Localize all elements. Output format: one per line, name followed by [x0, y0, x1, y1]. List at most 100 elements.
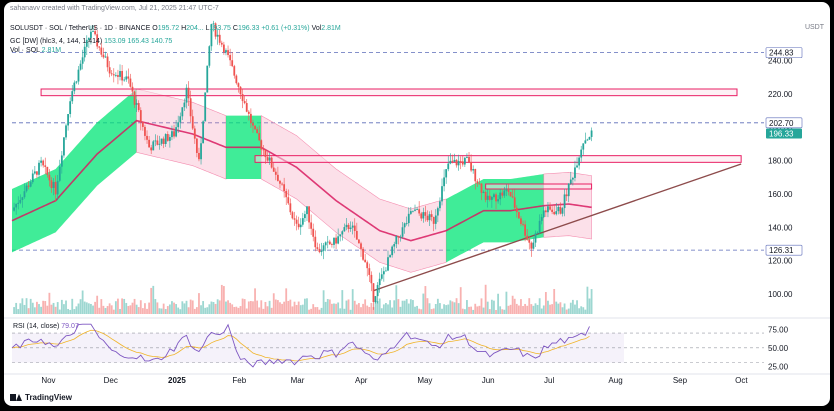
volume-bar: [144, 303, 146, 314]
time-axis-label: Nov: [41, 376, 55, 385]
volume-bar: [347, 299, 350, 314]
candle-body: [156, 140, 159, 145]
candle-body: [590, 130, 593, 137]
volume-bar: [104, 308, 107, 314]
candle-body: [264, 150, 267, 158]
candle-body: [98, 46, 101, 48]
candle-body: [235, 75, 238, 84]
volume-bar: [131, 302, 134, 314]
candle-body: [397, 236, 400, 238]
volume-bar: [94, 301, 96, 314]
candle-body: [214, 23, 217, 37]
candle-body: [463, 157, 466, 165]
candle-body: [96, 34, 99, 47]
band-bear-segment: [260, 115, 447, 273]
candle-body: [36, 171, 38, 175]
volume-bar: [235, 306, 238, 314]
volume-bar: [119, 308, 121, 314]
gc-label: GC [DW] (hlc3, 4, 144, 1.414): [10, 38, 103, 45]
candle-body: [424, 212, 427, 216]
volume-bar: [393, 300, 396, 314]
candle-body: [343, 227, 346, 232]
gc-legend-row[interactable]: GC [DW] (hlc3, 4, 144, 1.414) 153.09 165…: [10, 38, 172, 45]
volume-bar: [547, 300, 549, 314]
volume-bar: [544, 292, 547, 314]
candle-body: [324, 242, 327, 246]
candle-body: [60, 155, 63, 167]
candle-body: [304, 214, 306, 219]
volume-bar: [58, 309, 61, 314]
volume-bar: [200, 305, 202, 314]
volume-bar: [418, 308, 421, 314]
volume-bar: [281, 303, 283, 314]
volume-bar: [46, 305, 49, 314]
volume-bar: [112, 309, 115, 314]
candle-body: [447, 163, 450, 170]
volume-bar: [208, 304, 211, 314]
candle-body: [299, 224, 302, 228]
candle-body: [588, 136, 591, 140]
candle-body: [19, 199, 22, 203]
candle-body: [212, 23, 215, 25]
volume-bar: [75, 306, 78, 314]
candle-body: [108, 67, 111, 74]
volume-bar: [549, 304, 551, 314]
volume-bar: [401, 300, 404, 314]
volume-bar: [320, 307, 323, 314]
candle-body: [401, 227, 404, 237]
volume-bar: [449, 300, 452, 314]
ohlc-high-label: H: [181, 25, 187, 32]
candle-body: [420, 213, 423, 219]
candle-body: [281, 183, 283, 185]
volume-bar: [513, 298, 516, 314]
volume-bar: [484, 284, 487, 314]
volume-bar: [590, 289, 593, 314]
candle-body: [133, 91, 136, 105]
candle-body: [277, 174, 279, 181]
chart-window: 100.00120.00140.00160.00180.00200.00220.…: [4, 2, 830, 406]
volume-bar: [380, 308, 383, 314]
vol-legend-row[interactable]: Vol · SOL 2.81M: [10, 47, 61, 54]
volume-bar: [158, 308, 161, 314]
ohlc-low-label: L: [205, 25, 210, 32]
candle-body: [160, 138, 163, 144]
volume-bar: [362, 303, 364, 314]
candle-body: [451, 160, 454, 162]
volume-bar: [310, 308, 313, 314]
candle-body: [56, 180, 59, 195]
candle-body: [210, 24, 213, 47]
volume-bar: [233, 306, 236, 314]
candle-body: [175, 127, 178, 137]
candle-body: [121, 71, 123, 81]
volume-bar: [92, 305, 94, 314]
candle-body: [522, 223, 524, 225]
vol-value: 2.81M: [41, 47, 62, 54]
candle-body: [557, 206, 560, 212]
volume-bar: [247, 301, 250, 314]
symbol-legend-row[interactable]: SOLUSDT · SOL / TetherUS · 1D · BINANCE …: [10, 25, 341, 32]
candle-body: [287, 197, 290, 204]
candle-body: [135, 103, 138, 105]
gc-value-2: 165.43: [127, 38, 149, 45]
candle-body: [81, 57, 84, 64]
candle-body: [204, 92, 207, 122]
candle-body: [453, 159, 456, 162]
candle-body: [331, 244, 333, 246]
candle-body: [482, 191, 485, 193]
volume-bar: [249, 300, 252, 314]
rsi-legend-row[interactable]: RSI (14, close) 79.07: [13, 323, 79, 330]
volume-bar: [139, 300, 142, 314]
volume-bar: [173, 302, 175, 314]
candle-body: [466, 156, 468, 158]
volume-bar: [56, 302, 59, 314]
candle-body: [355, 230, 358, 240]
candle-body: [222, 44, 225, 53]
volume-bar: [505, 291, 508, 314]
tradingview-logo[interactable]: TradingView: [10, 393, 72, 402]
candle-body: [515, 207, 518, 213]
volume-bar: [368, 306, 371, 314]
volume-bar: [179, 309, 182, 314]
rsi-ma-line: [11, 329, 590, 362]
chart-canvas[interactable]: 100.00120.00140.00160.00180.00200.00220.…: [4, 2, 830, 406]
candle-body: [445, 169, 448, 178]
